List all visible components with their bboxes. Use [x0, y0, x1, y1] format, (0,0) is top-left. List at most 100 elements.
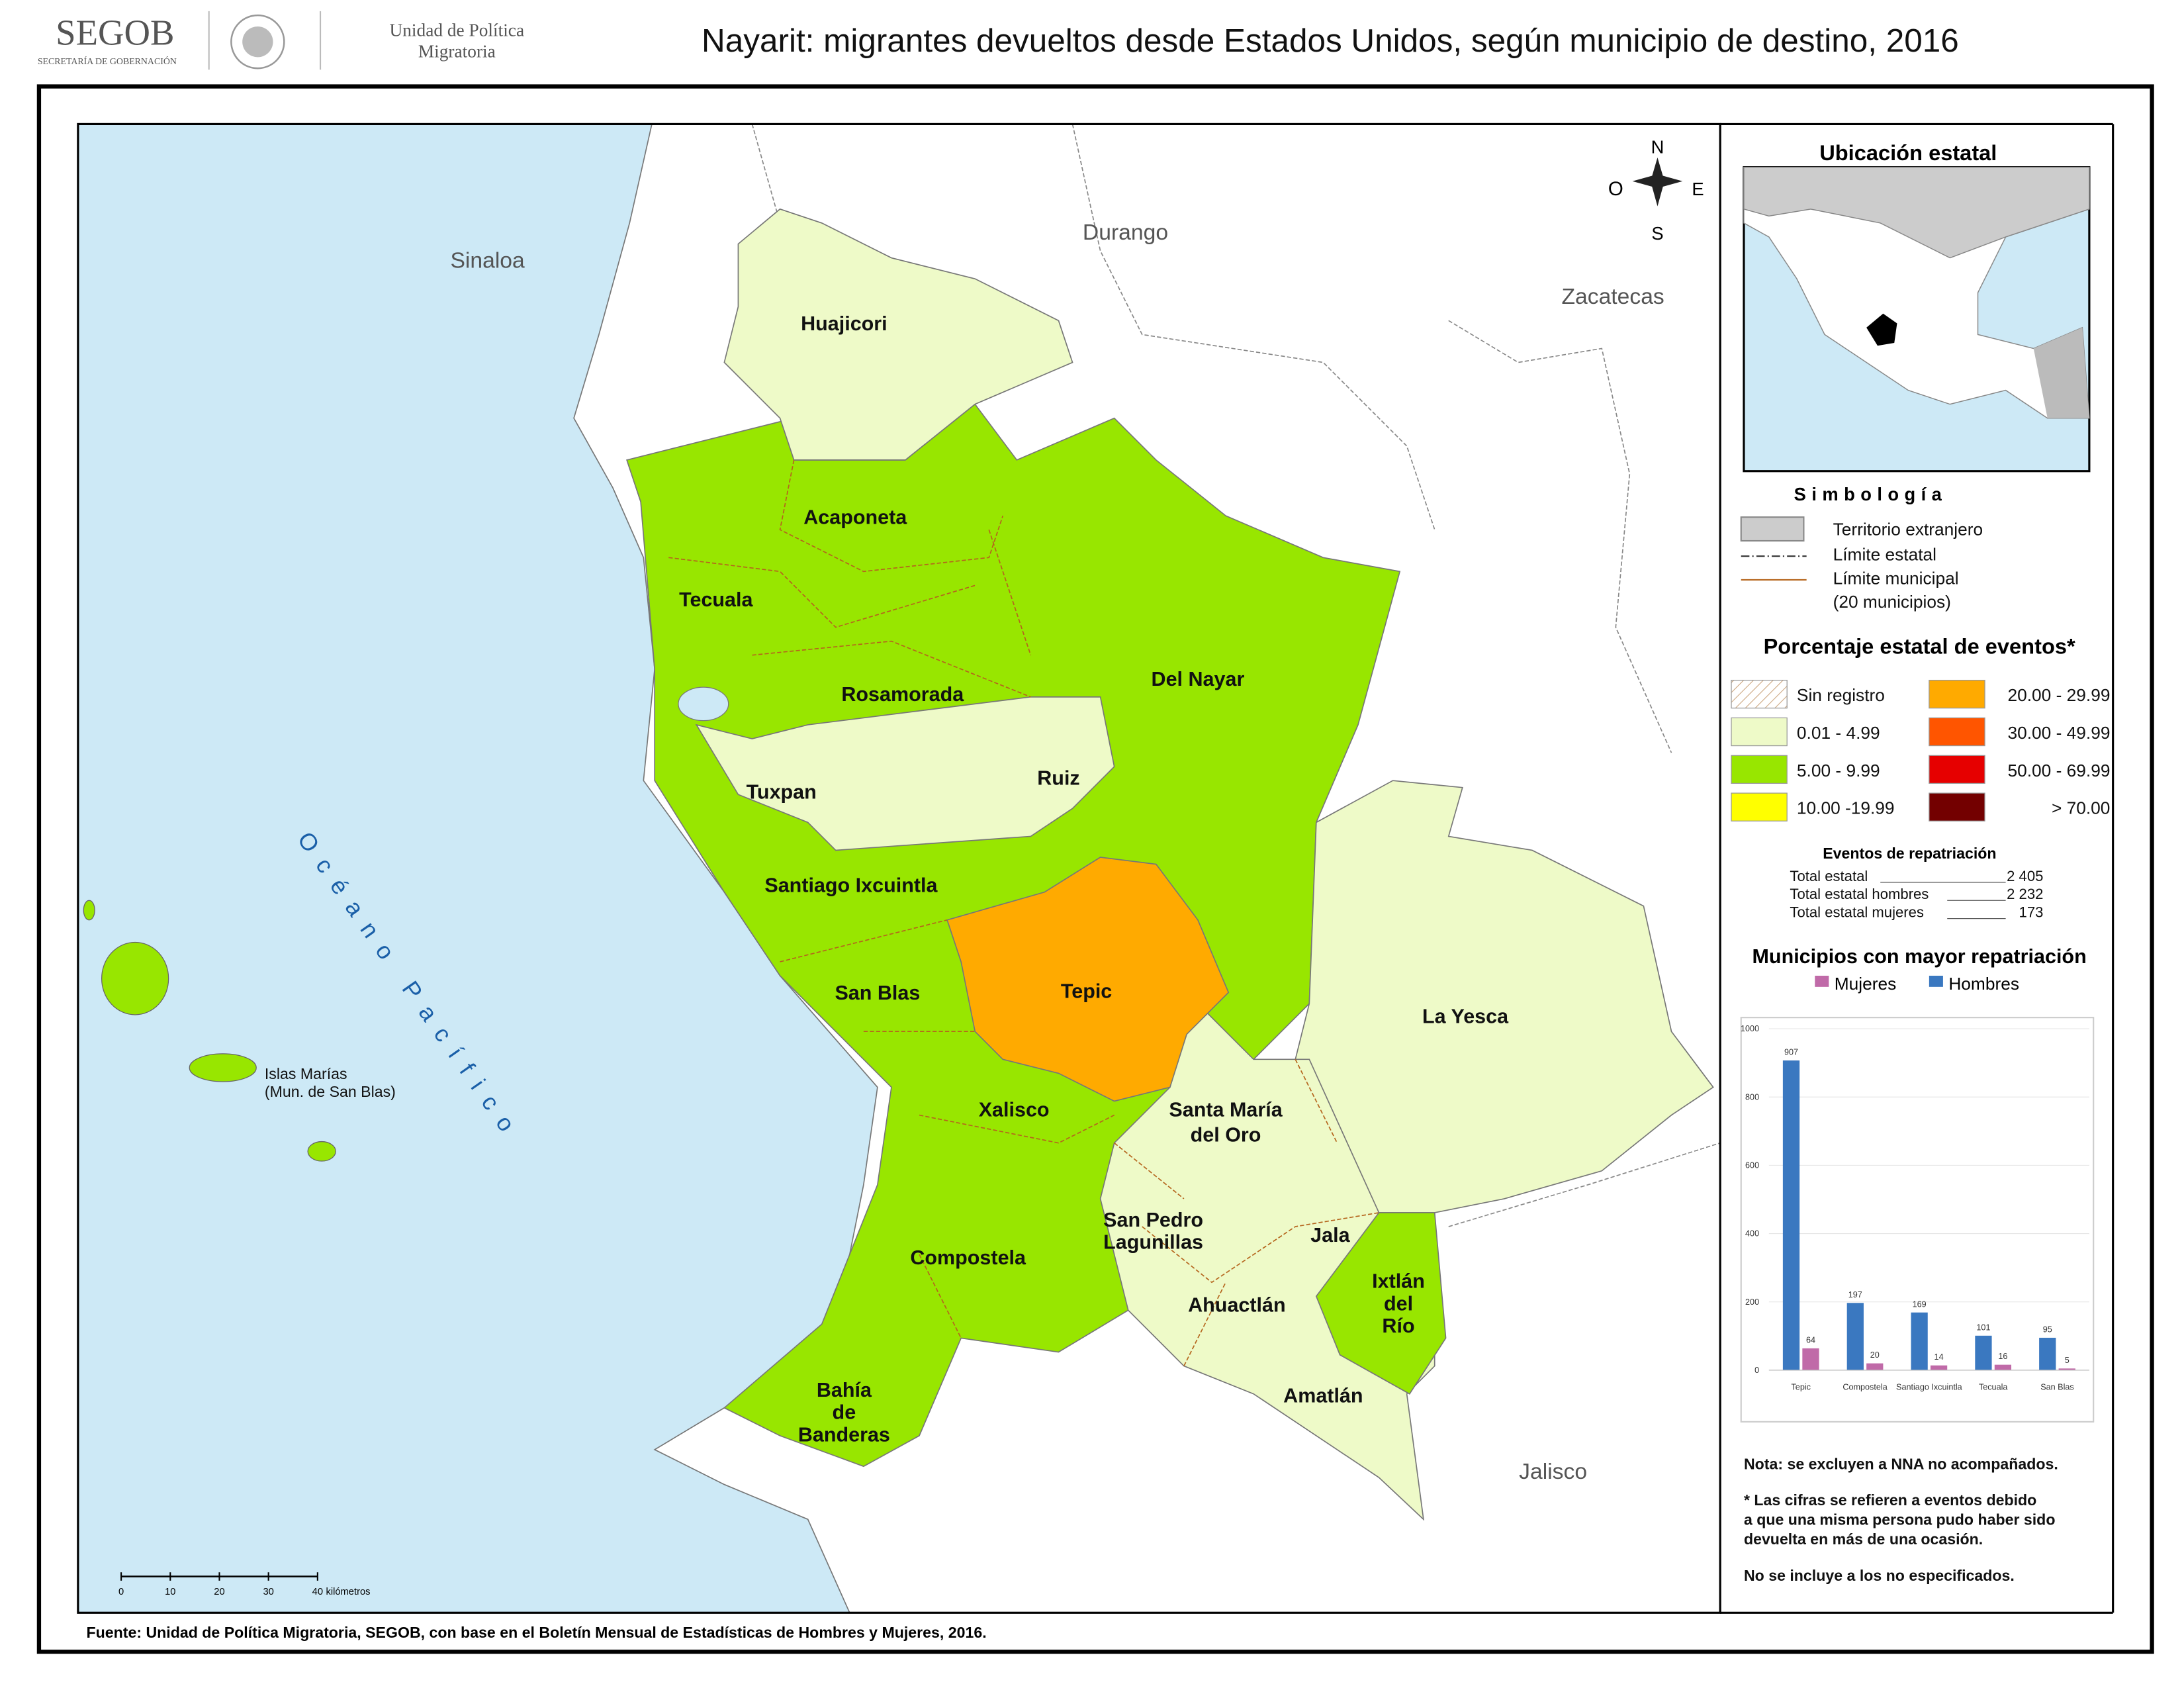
class-label: 0.01 - 4.99: [1797, 723, 1880, 743]
municipal-boundary: [668, 459, 1379, 1366]
total-value: 2 232: [2007, 886, 2043, 902]
municipality-label: Bahía de Banderas: [798, 1379, 890, 1446]
municipality-label: Rosamorada: [841, 683, 964, 706]
legend-label: Mujeres: [1835, 974, 1897, 994]
x-tick-label: San Blas: [2040, 1382, 2074, 1391]
class-label: 5.00 - 9.99: [1797, 761, 1880, 780]
municipality-label-line: Tepic: [1061, 980, 1112, 1003]
compass-label: O: [1608, 178, 1623, 200]
municipality-label: Santiago Ixcuintla: [764, 874, 938, 897]
class-label: > 70.00: [2052, 798, 2110, 818]
chart-title: Municipios con mayor repatriación: [1752, 945, 2087, 968]
compass-label: N: [1651, 137, 1664, 158]
municipality-label-line: del: [1384, 1292, 1413, 1315]
class-label: 30.00 - 49.99: [2008, 723, 2111, 743]
inset-map: [1743, 166, 2091, 473]
municipality: [723, 208, 1073, 461]
x-tick-label: Compostela: [1843, 1382, 1888, 1391]
municipality: [1099, 1002, 1435, 1521]
value-label: 95: [2043, 1325, 2052, 1334]
municipality-label: San Blas: [835, 982, 920, 1004]
y-tick-label: 200: [1745, 1297, 1759, 1307]
totals-title: Eventos de repatriación: [1823, 845, 1996, 862]
class-swatch: [1731, 679, 1788, 709]
scale-label: 30: [263, 1587, 273, 1597]
compass-label: S: [1651, 223, 1663, 244]
value-label: 64: [1806, 1335, 1815, 1344]
symbology-title: Simbología: [1794, 484, 1948, 504]
municipality-label: Ahuactlán: [1188, 1293, 1285, 1316]
class-swatch: [1929, 792, 1985, 821]
municipality: [946, 857, 1230, 1102]
notes: Nota: se excluyen a NNA no acompañados. *…: [1744, 1455, 2058, 1583]
scale-unit: kilómetros: [326, 1587, 370, 1597]
bar: [1975, 1335, 1992, 1370]
bar: [2058, 1368, 2075, 1370]
symbol-label: Límite estatal: [1833, 544, 1936, 564]
lagoon: [678, 686, 729, 722]
state-label: Jalisco: [1519, 1460, 1587, 1484]
note-line: * Las cifras se refieren a eventos debid…: [1744, 1491, 2036, 1509]
municipality-label-line: Santa María: [1169, 1099, 1283, 1121]
logo-subtitle: SECRETARÍA DE GOBERNACIÓN: [38, 56, 177, 67]
value-label: 169: [1913, 1299, 1927, 1309]
class-label: Sin registro: [1797, 685, 1885, 705]
unit-name: Unidad de Política Migratoria: [390, 21, 525, 62]
value-label: 20: [1870, 1350, 1880, 1360]
municipality-label: Ixtlán del Río: [1372, 1270, 1425, 1337]
emblem-center: [242, 26, 273, 58]
municipality-label-line: Bahía: [817, 1379, 872, 1401]
y-tick-label: 0: [1754, 1366, 1759, 1375]
class-swatch: [1929, 717, 1985, 747]
y-tick-label: 1000: [1741, 1024, 1759, 1033]
compass-label: E: [1692, 179, 1704, 199]
value-label: 16: [1998, 1352, 2007, 1361]
bar: [2039, 1337, 2056, 1370]
bar: [1911, 1312, 1928, 1370]
municipality-label-line: Compostela: [910, 1246, 1026, 1269]
y-tick-label: 800: [1745, 1092, 1759, 1102]
bar: [1866, 1363, 1884, 1370]
scale-label: 40: [312, 1587, 323, 1597]
scale-label: 10: [165, 1587, 175, 1597]
scale-bar: 0 10 20 30 40 kilómetros: [118, 1572, 371, 1597]
emblem: [230, 14, 285, 70]
municipality-label-line: Río: [1382, 1315, 1414, 1337]
municipality-label-line: San Pedro: [1103, 1209, 1203, 1231]
state-label: Durango: [1083, 220, 1168, 245]
municipality-label-line: Santiago Ixcuintla: [764, 874, 938, 897]
island-label-line: Islas Marías: [265, 1065, 347, 1082]
island: [307, 1141, 336, 1162]
municipality-label-line: La Yesca: [1422, 1006, 1509, 1028]
municipality-label: Jala: [1310, 1224, 1350, 1246]
municipality-label: San Pedro Lagunillas: [1103, 1209, 1203, 1254]
inset-state: [1866, 313, 1897, 346]
municipality-label: Tuxpan: [747, 781, 817, 804]
symbol-label: Territorio extranjero: [1833, 520, 1983, 539]
scale-label: 20: [214, 1587, 224, 1597]
logo: SEGOB: [56, 12, 174, 52]
total-label: Total estatal hombres: [1790, 886, 1929, 902]
bar: [1930, 1365, 1948, 1370]
x-tick-label: Tepic: [1791, 1382, 1810, 1391]
bar: [1782, 1060, 1800, 1370]
legend-swatch: [1815, 975, 1829, 987]
municipality-label-line: Rosamorada: [841, 683, 964, 706]
total-label: Total estatal: [1790, 868, 1868, 884]
class-swatch: [1731, 792, 1788, 821]
note-line: a que una misma persona pudo haber sido: [1744, 1511, 2056, 1528]
municipality-label-line: Ruiz: [1037, 767, 1079, 790]
bar: [1802, 1348, 1819, 1370]
page-title: Nayarit: migrantes devueltos desde Estad…: [702, 23, 1959, 59]
x-tick-label: Tecuala: [1979, 1382, 2008, 1391]
bar-chart: 0 200 400 600 800 1000 Mujeres Hombres Tepic 64 90…: [1741, 974, 2089, 1391]
compass: N O E S: [1608, 137, 1704, 244]
municipality-labels: Huajicori Acaponeta Tecuala Rosamorada Del N…: [679, 312, 1509, 1446]
municipality-label-line: Huajicori: [801, 312, 887, 335]
class-swatch: [1929, 679, 1985, 709]
inset-foreign: [1743, 166, 2090, 259]
municipality-label-line: Amatlán: [1283, 1384, 1363, 1407]
municipality-label: Tepic: [1061, 980, 1112, 1003]
municipality-label-line: Ixtlán: [1372, 1270, 1425, 1293]
